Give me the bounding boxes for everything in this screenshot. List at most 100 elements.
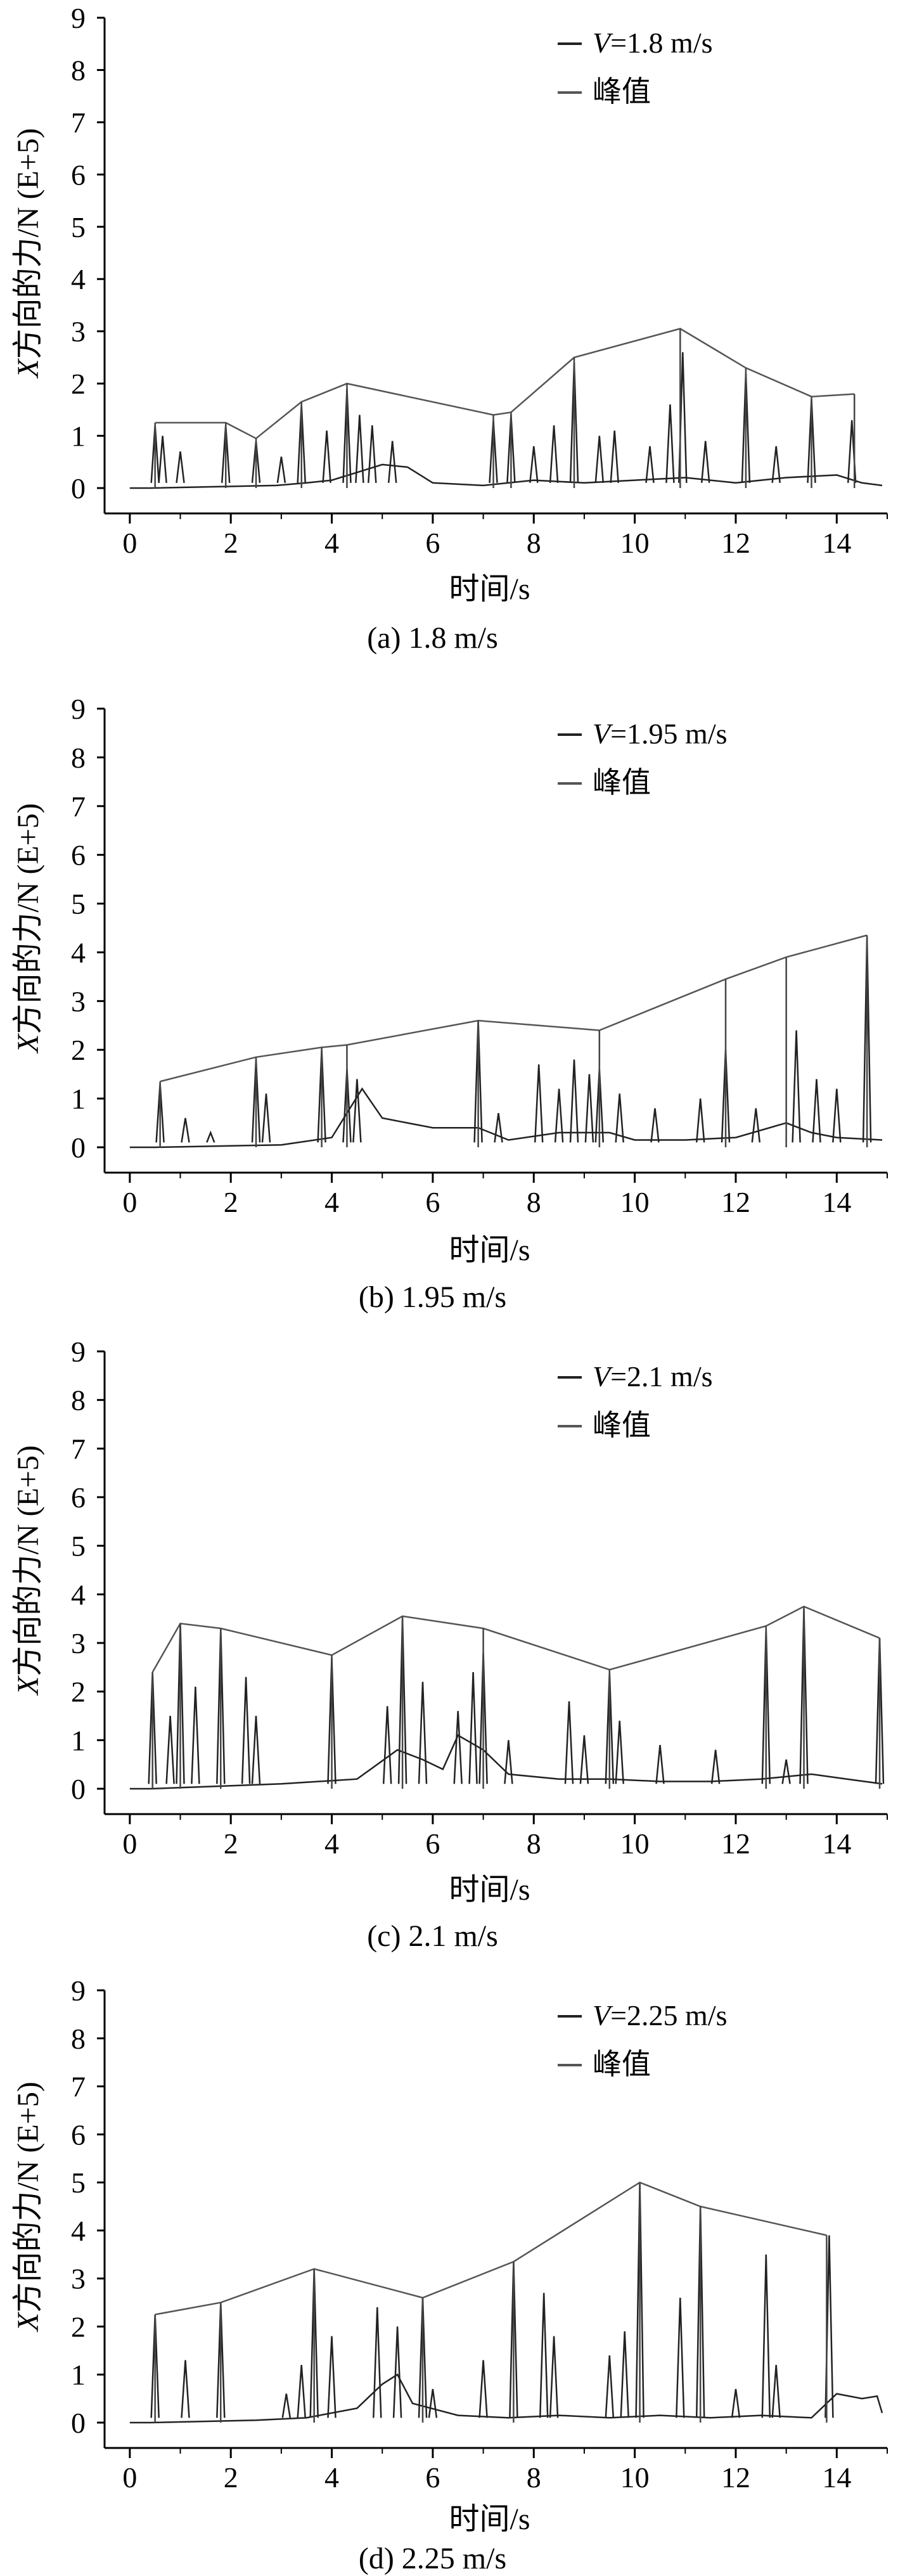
signal-spike: [615, 1720, 624, 1784]
x-tick-label: 6: [425, 1186, 440, 1218]
signal-spike: [554, 1088, 564, 1143]
legend-label-signal: V=1.95 m/s: [593, 718, 728, 750]
signal-spike: [761, 2254, 771, 2418]
y-tick-label: 6: [71, 839, 86, 872]
signal-spike: [368, 425, 377, 483]
y-tick-label: 3: [71, 1627, 86, 1659]
signal-spike: [579, 1735, 589, 1784]
x-tick-label: 2: [224, 527, 238, 559]
x-tick-label: 2: [224, 1827, 238, 1860]
signal-spike: [478, 2360, 488, 2418]
y-tick-label: 7: [71, 2071, 86, 2103]
signal-spike: [387, 441, 397, 483]
signal-spike: [261, 1093, 271, 1143]
signal-spike: [165, 1715, 175, 1784]
x-tick-label: 0: [122, 2461, 137, 2494]
x-tick-label: 2: [224, 1186, 238, 1218]
y-tick-label: 4: [71, 1578, 86, 1611]
y-tick-label: 5: [71, 888, 86, 920]
y-tick-label: 0: [71, 2407, 86, 2439]
signal-spike: [241, 1677, 251, 1784]
legend-label-signal-value: =2.1 m/s: [610, 1360, 712, 1393]
y-tick-label: 8: [71, 742, 86, 774]
x-tick-label: 14: [822, 2461, 851, 2494]
panel-caption: (d) 2.25 m/s: [359, 2542, 506, 2575]
x-tick-label: 6: [425, 1827, 440, 1860]
y-axis-label-italic: X: [11, 1033, 45, 1054]
y-axis-label: X方向的力/N (E+5): [11, 128, 45, 379]
y-tick-label: 9: [71, 1336, 86, 1368]
signal-spike: [281, 2393, 292, 2418]
legend-label-signal-v: V: [593, 1360, 613, 1393]
signal-spike: [494, 1113, 503, 1143]
y-tick-label: 8: [71, 2023, 86, 2055]
signal-spike: [645, 446, 655, 483]
signal-spike: [781, 1759, 791, 1784]
signal-spike: [771, 446, 781, 483]
signal-spike: [428, 2388, 438, 2418]
x-tick-label: 6: [425, 2461, 440, 2494]
signal-spike: [584, 1074, 594, 1143]
signal-spike: [355, 415, 364, 483]
signal-spike: [382, 1706, 392, 1784]
signal-spike: [392, 2326, 402, 2418]
x-axis-label: 时间/s: [449, 1873, 530, 1907]
signal-spike: [610, 430, 619, 483]
signal-spike: [453, 1711, 463, 1784]
y-axis-label-italic: X: [11, 358, 45, 379]
y-tick-label: 2: [71, 2310, 86, 2343]
x-tick-label: 8: [527, 1827, 541, 1860]
legend-label-signal-value: =1.95 m/s: [610, 718, 727, 750]
y-tick-label: 7: [71, 790, 86, 823]
legend-label-signal: V=2.1 m/s: [593, 1360, 713, 1393]
y-tick-label: 8: [71, 54, 86, 86]
y-tick-label: 1: [71, 2359, 86, 2391]
y-tick-label: 4: [71, 263, 86, 295]
y-axis-label-italic: X: [11, 1675, 45, 1696]
y-tick-label: 2: [71, 1676, 86, 1708]
peak-envelope-line: [155, 328, 855, 440]
signal-spike: [529, 446, 539, 483]
x-tick-label: 12: [721, 1186, 750, 1218]
legend-label-peak: 峰值: [593, 2048, 651, 2080]
signal-spike: [322, 430, 331, 483]
signal-spike: [650, 1108, 660, 1143]
signal-spike: [812, 1079, 821, 1143]
signal-spike: [206, 1130, 215, 1143]
panel-caption: (a) 1.8 m/s: [367, 621, 498, 655]
signal-spike: [710, 1749, 721, 1784]
x-tick-label: 10: [620, 1186, 650, 1218]
signal-spike: [181, 1117, 190, 1143]
y-axis-label: X方向的力/N (E+5): [11, 803, 45, 1054]
y-tick-label: 4: [71, 936, 86, 969]
y-tick-label: 1: [71, 420, 86, 453]
y-tick-label: 9: [71, 2, 86, 34]
y-axis-label-italic: X: [11, 2312, 45, 2333]
x-tick-label: 4: [324, 2461, 339, 2494]
y-axis-label: X方向的力/N (E+5): [11, 2082, 45, 2333]
x-tick-label: 10: [620, 1827, 650, 1860]
panel-caption: (c) 2.1 m/s: [367, 1919, 498, 1953]
x-tick-label: 2: [224, 2461, 238, 2494]
y-tick-label: 0: [71, 1131, 86, 1164]
legend-label-peak: 峰值: [593, 1409, 651, 1441]
signal-spike: [665, 404, 675, 483]
x-tick-label: 8: [527, 1186, 541, 1218]
y-tick-label: 7: [71, 106, 86, 139]
y-tick-label: 6: [71, 158, 86, 191]
x-tick-label: 12: [721, 527, 750, 559]
y-tick-label: 9: [71, 693, 86, 725]
signal-spike: [549, 425, 559, 483]
signal-spike: [251, 1715, 261, 1784]
x-tick-label: 4: [324, 527, 339, 559]
y-tick-label: 5: [71, 1530, 86, 1562]
y-tick-label: 2: [71, 368, 86, 400]
peak-envelope-line: [160, 934, 868, 1083]
y-tick-label: 6: [71, 1481, 86, 1514]
y-tick-label: 0: [71, 1773, 86, 1805]
y-tick-label: 0: [71, 472, 86, 505]
